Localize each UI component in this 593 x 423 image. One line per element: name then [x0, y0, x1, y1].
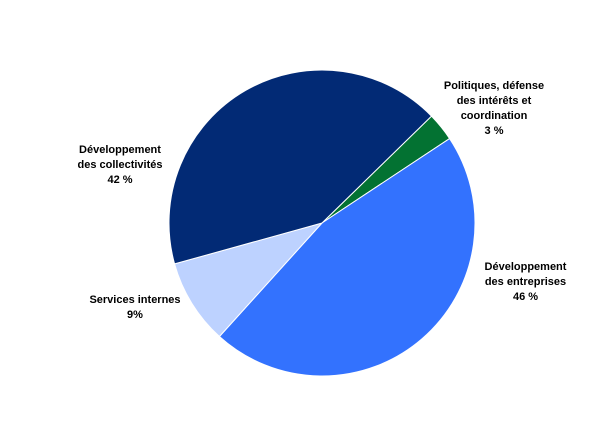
- label-politiques-line-3: coordination: [460, 110, 528, 122]
- label-politiques-percent: 3 %: [484, 125, 504, 137]
- label-collectivites-line-2: des collectivités: [77, 159, 163, 171]
- slice-collectivites: [168, 69, 433, 265]
- label-collectivites-line-1: Développement: [79, 144, 161, 156]
- label-entreprises-percent: 46 %: [512, 291, 539, 303]
- label-services-internes-line-1: Services internes: [89, 294, 181, 306]
- label-collectivites-percent: 42 %: [107, 174, 133, 186]
- label-services-internes: Services internes 9%: [80, 293, 190, 323]
- label-services-internes-percent: 9%: [127, 309, 143, 321]
- slice-services-internes: [173, 222, 324, 338]
- label-entreprises: Développement des entreprises 46 %: [468, 260, 583, 305]
- label-politiques-line-2: des intérêts et: [456, 95, 532, 107]
- label-politiques: Politiques, défense des intérêts et coor…: [424, 79, 564, 139]
- label-entreprises-line-2: des entreprises: [484, 276, 567, 288]
- label-entreprises-line-1: Développement: [484, 261, 567, 273]
- slice-entreprises: [218, 137, 476, 377]
- label-collectivites: Développement des collectivités 42 %: [65, 143, 175, 188]
- label-politiques-line-1: Politiques, défense: [443, 80, 545, 92]
